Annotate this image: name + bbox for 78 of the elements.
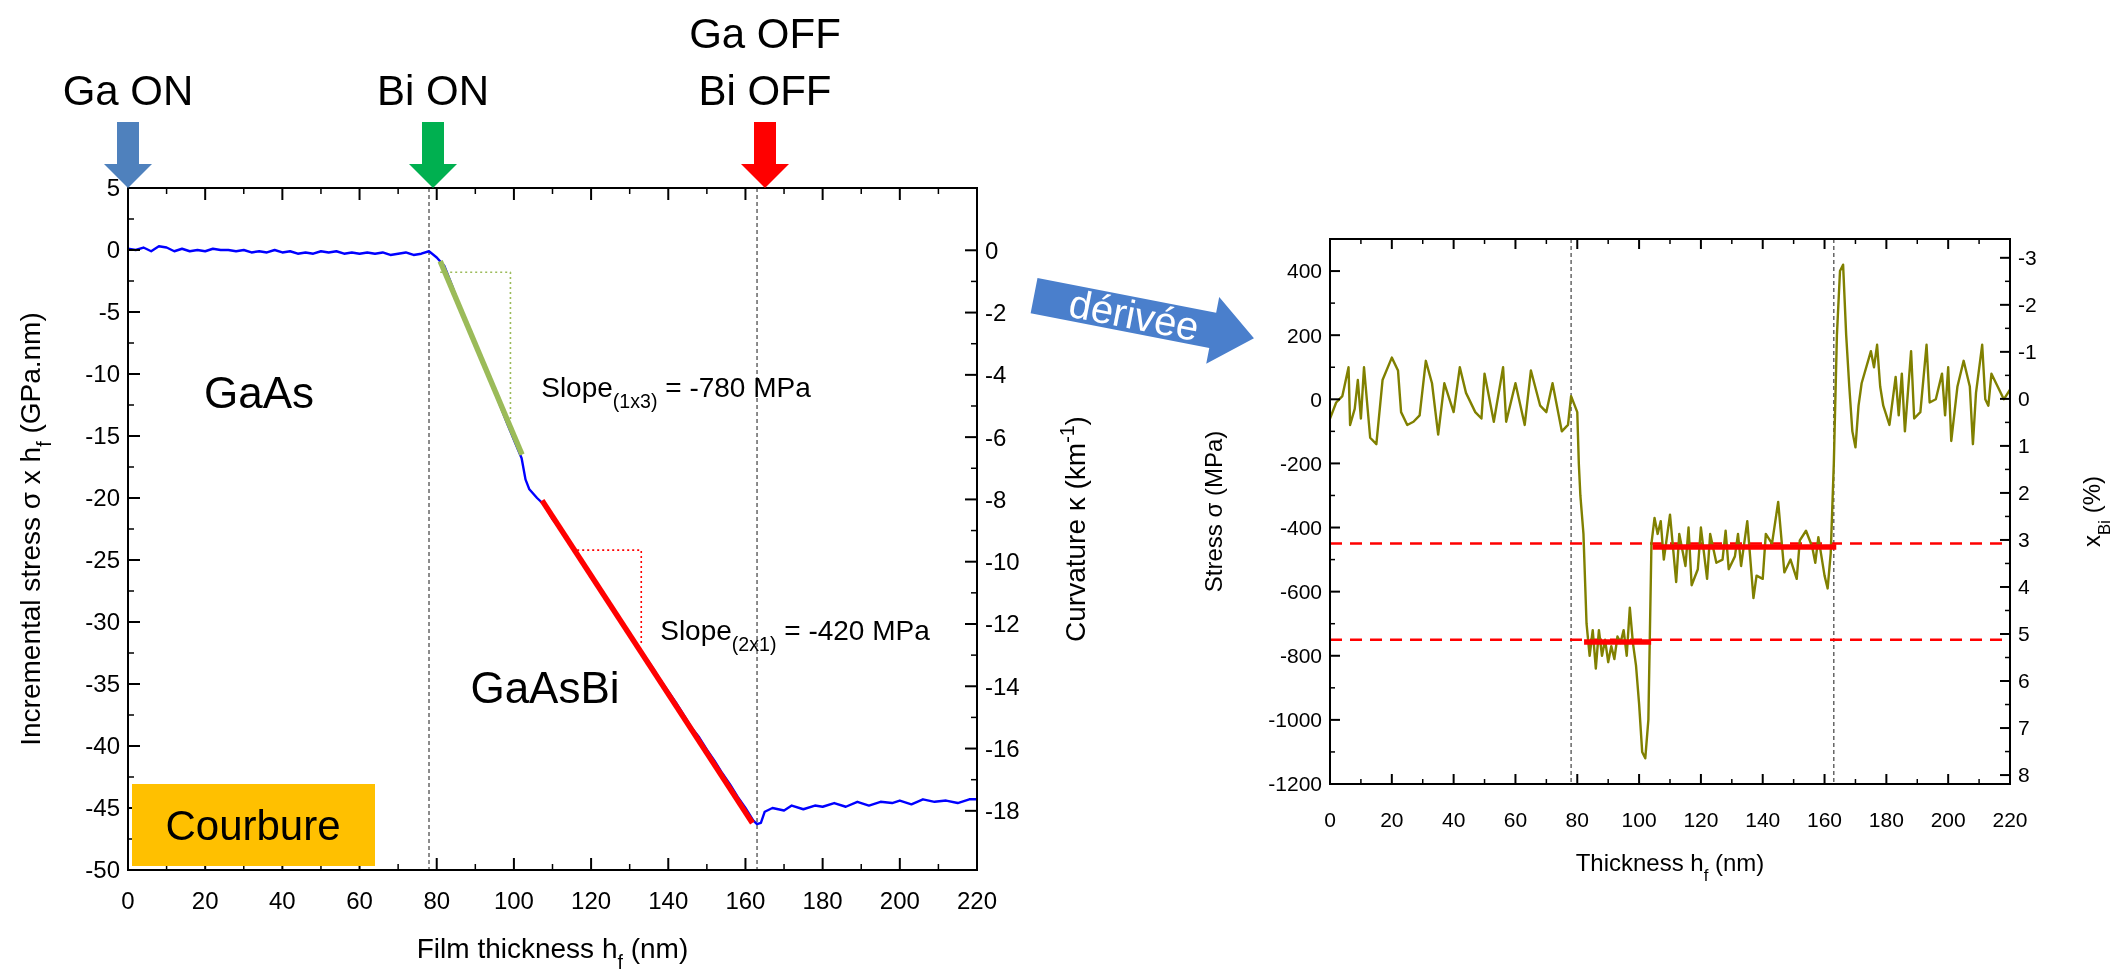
x-tick-label: 40	[1441, 808, 1466, 831]
x-tick-label: 60	[346, 887, 373, 914]
y2-tick-label: 0	[985, 236, 999, 264]
x-tick-label: 160	[1807, 808, 1843, 831]
y2-tick-label: 5	[2018, 622, 2030, 646]
y2-tick-label: -10	[985, 548, 1020, 576]
x-tick-label: 140	[1745, 808, 1781, 831]
y2-tick-label: -8	[985, 485, 1007, 513]
x-tick-label: 100	[493, 887, 534, 914]
y-tick-label: 0	[106, 236, 120, 264]
y2-tick-label: -3	[2018, 246, 2037, 270]
x-tick-label: 200	[1930, 808, 1966, 831]
x-tick-label: 220	[956, 887, 998, 914]
y-tick-label: -30	[85, 608, 120, 636]
x-tick-label: 60	[1503, 808, 1528, 831]
x-tick-label: 140	[648, 887, 689, 914]
y2-tick-label: 3	[2018, 528, 2030, 552]
annotation: Courbure	[165, 801, 341, 849]
y-tick-label: -40	[85, 732, 120, 760]
y-tick-label: -600	[1279, 580, 1322, 603]
y2-tick-label: 2	[2018, 481, 2030, 505]
text: Ga OFF Bi OFF	[689, 10, 841, 114]
y-tick-label: -45	[85, 794, 120, 822]
x-tick-label: 80	[423, 887, 451, 914]
x-tick-label: 180	[1868, 808, 1904, 831]
y-tick-label: 0	[1310, 387, 1322, 411]
y2-tick-label: 7	[2018, 716, 2030, 740]
annotation: GaAs	[203, 368, 315, 418]
y-tick-label: -20	[85, 484, 120, 512]
y2-tick-label: -14	[985, 672, 1020, 700]
y2-tick-label: -4	[985, 361, 1007, 389]
text: Bi ON	[376, 67, 490, 114]
x-tick-label: 160	[725, 887, 766, 914]
y-tick-label: 5	[106, 174, 120, 202]
y-tick-label: -1000	[1268, 708, 1322, 732]
y2-tick-label: -2	[2018, 293, 2037, 317]
y-tick-label: -800	[1279, 644, 1322, 668]
y2-tick-label: 0	[2018, 387, 2030, 411]
y2-tick-label: -18	[985, 797, 1020, 825]
y2-tick-label: -16	[985, 734, 1020, 762]
x-tick-label: 20	[191, 887, 219, 914]
y2-tick-label: 4	[2018, 575, 2030, 599]
x-tick-label: 80	[1565, 808, 1589, 831]
y-tick-label: -200	[1279, 451, 1322, 475]
y-tick-label: 400	[1286, 259, 1322, 283]
y2-tick-label: -12	[985, 610, 1020, 638]
y2-tick-label: -1	[2018, 340, 2037, 364]
y2-tick-label: -2	[985, 298, 1007, 326]
x-axis-title: Thickness h$_{f}$ (nm)	[1575, 849, 1765, 885]
x-tick-label: 200	[879, 887, 920, 914]
y2-tick-label: -6	[985, 423, 1007, 451]
text: dérivée	[1065, 280, 1203, 350]
annotation: Slope$_{(1x3)}$ = -780 MPa	[541, 371, 812, 412]
y2-tick-label: 8	[2018, 763, 2030, 787]
y-tick-label: -50	[85, 856, 120, 884]
y-tick-label: -15	[85, 422, 120, 450]
x-tick-label: 100	[1621, 808, 1657, 831]
x-tick-label: 0	[1324, 808, 1336, 831]
text: Ga ON	[62, 67, 194, 114]
x-tick-label: 40	[269, 887, 296, 914]
x-tick-label: 120	[571, 887, 612, 914]
x-tick-label: 120	[1683, 808, 1719, 831]
y2-tick-label: 1	[2018, 434, 2030, 458]
x-axis-title: Film thickness h$_{f}$ (nm)	[416, 933, 689, 971]
y-tick-label: -10	[85, 360, 120, 388]
y-tick-label: -1200	[1268, 772, 1322, 796]
y-tick-label: -5	[98, 298, 120, 326]
x-tick-label: 20	[1380, 808, 1404, 831]
y-axis-title: Stress σ (MPa)	[1200, 430, 1228, 593]
y-tick-label: -35	[85, 670, 120, 698]
y2-tick-label: 6	[2018, 669, 2030, 693]
y-tick-label: 200	[1286, 323, 1322, 347]
y-tick-label: -25	[85, 546, 120, 574]
x-tick-label: 180	[802, 887, 843, 914]
annotation: Slope$_{(2x1)}$ = -420 MPa	[660, 614, 931, 655]
annotation: GaAsBi	[470, 663, 620, 713]
y-tick-label: -400	[1279, 515, 1322, 539]
x-tick-label: 220	[1992, 808, 2028, 831]
